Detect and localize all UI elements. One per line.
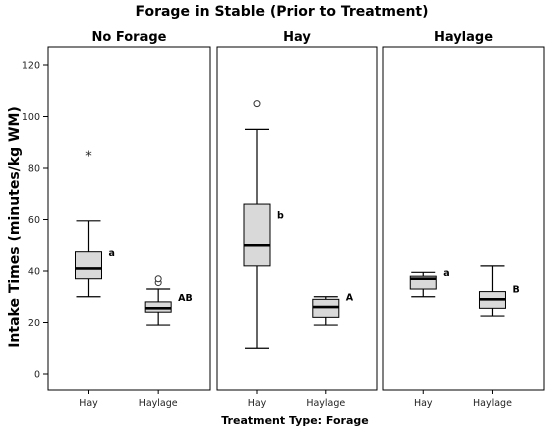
significance-label: b: [277, 211, 284, 222]
y-tick-label: 100: [22, 112, 40, 123]
outlier-marker: [154, 275, 162, 283]
significance-label: A: [346, 293, 354, 304]
x-tick-label: Haylage: [306, 398, 345, 409]
panel-frame: [216, 46, 378, 391]
y-tick-label: 80: [28, 164, 40, 175]
y-tick-label: 20: [28, 318, 40, 329]
panel-title: Haylage: [434, 30, 493, 45]
outlier-marker: [253, 100, 261, 108]
y-axis-label: Intake Times (minutes/kg WM): [7, 106, 23, 348]
significance-label: AB: [178, 293, 193, 304]
y-tick-label: 0: [34, 370, 40, 381]
significance-label: a: [443, 268, 449, 279]
x-tick-label: Haylage: [139, 398, 178, 409]
panel-frame: [47, 46, 211, 391]
panel-frame: [382, 46, 545, 391]
significance-label: a: [109, 248, 115, 259]
x-tick-label: Hay: [414, 398, 433, 409]
x-tick-label: Haylage: [473, 398, 512, 409]
chart-title: Forage in Stable (Prior to Treatment): [135, 4, 428, 20]
significance-label: B: [512, 285, 519, 296]
x-axis-label: Treatment Type: Forage: [221, 414, 368, 427]
x-tick-label: Hay: [248, 398, 267, 409]
y-tick-label: 60: [28, 215, 40, 226]
panel-title: No Forage: [92, 30, 167, 45]
box: [75, 251, 102, 280]
panel-title: Hay: [283, 30, 311, 45]
y-tick-label: 40: [28, 267, 40, 278]
box: [243, 203, 271, 267]
outlier-extreme-marker: *: [85, 150, 92, 165]
y-tick-label: 120: [22, 61, 40, 72]
x-tick-label: Hay: [79, 398, 98, 409]
